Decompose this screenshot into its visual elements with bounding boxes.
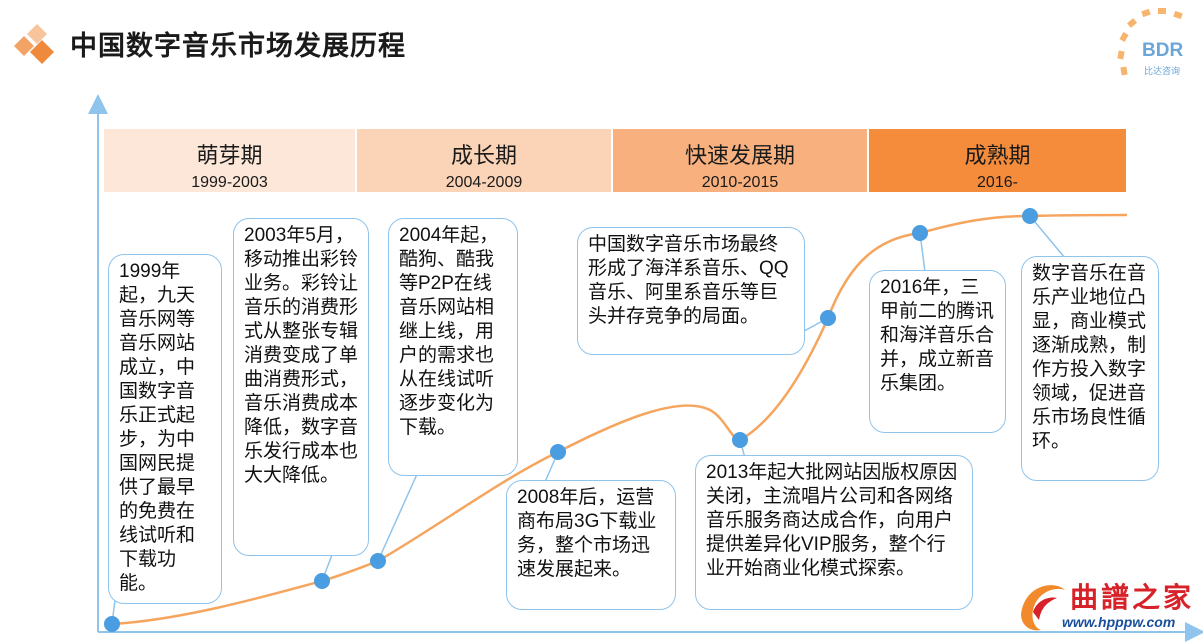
callout-2003: 2003年5月，移动推出彩铃业务。彩铃让音乐的消费形式从整张专辑消费变成了单曲消… [233,218,369,556]
callout-industry-position: 数字音乐在音乐产业地位凸显，商业模式逐渐成熟，制作方投入数字领域，促进音乐市场良… [1021,256,1159,481]
pointer-position [1029,215,1066,259]
milestone-dot-2004 [370,553,386,569]
phase-name: 成长期 [450,143,517,168]
callout-1999: 1999年起，九天音乐网等音乐网站成立，中国数字音乐正式起步，为中国网民提供了最… [108,254,222,604]
watermark-logo-icon [1021,585,1065,631]
phase-name: 快速发展期 [684,143,795,168]
phase-years: 2010-2015 [701,174,779,191]
phase-mature: 成熟期 2016- [869,129,1126,192]
phase-name: 成熟期 [964,143,1031,168]
watermark-name: 曲譜之家 [1070,582,1195,613]
phase-growth: 成长期 2004-2009 [357,129,611,192]
callout-2013: 2013年起大批网站因版权原因关闭，主流唱片公司和各网络音乐服务商达成合作，向用… [695,455,973,610]
phase-years: 2004-2009 [445,174,523,191]
brand-subtitle: 比达咨询 [1144,66,1181,76]
callout-market-structure: 中国数字音乐市场最终形成了海洋系音乐、QQ音乐、阿里系音乐等巨头并存竞争的局面。 [577,227,805,355]
page-title: 中国数字音乐市场发展历程 [70,31,406,61]
phase-name: 萌芽期 [196,143,263,168]
milestone-dot-final [820,310,836,326]
milestone-dot-1999 [104,616,120,632]
milestone-dot-2003 [314,573,330,589]
pointer-2004 [377,471,419,562]
callout-2008: 2008年后，运营商布局3G下载业务，整个市场迅速发展起来。 [506,480,676,610]
milestone-dot-2013 [732,432,748,448]
watermark-url: www.hpppw.com [1062,614,1176,630]
milestone-dot-2008 [550,444,566,460]
phase-rapid-development: 快速发展期 2010-2015 [613,129,867,192]
milestone-dot-position [1022,208,1038,224]
title-diamond-logo-icon [14,24,54,64]
bdr-brand-logo-icon [1117,8,1183,76]
callout-2004: 2004年起，酷狗、酷我等P2P在线音乐网站相继上线，用户的需求也从在线试听逐步… [388,218,518,476]
brand-name: BDR [1142,40,1184,61]
growth-curve [111,213,1128,626]
milestone-dot-2016 [912,225,928,241]
phase-years: 1999-2003 [191,174,268,191]
phase-years: 2016- [977,174,1018,191]
phase-sprout: 萌芽期 1999-2003 [104,129,355,192]
callout-2016: 2016年，三甲前二的腾讯和海洋音乐合并，成立新音乐集团。 [869,270,1006,433]
